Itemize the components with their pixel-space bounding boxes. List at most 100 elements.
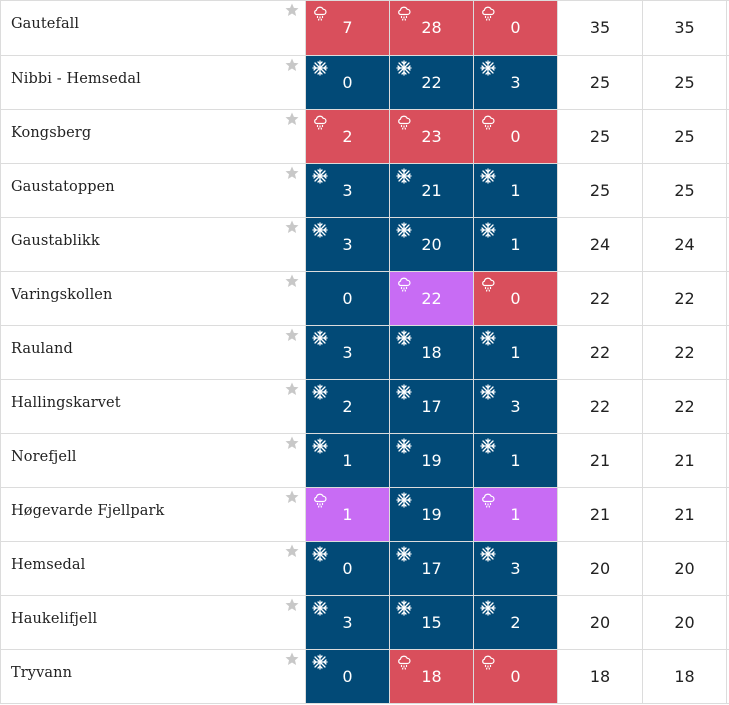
total-value: 24 (589, 235, 611, 254)
snow-value: 1 (342, 451, 353, 470)
favorite-star-icon[interactable] (285, 598, 299, 612)
resort-name-cell: Norefjell (0, 434, 306, 487)
resort-name[interactable]: Varingskollen (11, 287, 113, 303)
total-value: 20 (589, 613, 611, 632)
total-value: 25 (674, 73, 695, 92)
resort-name[interactable]: Kongsberg (11, 125, 92, 141)
resort-row: Høgevarde Fjellpark 1 19 1 21 21 (0, 488, 729, 542)
resort-name[interactable]: Rauland (11, 341, 73, 357)
snow-value: 23 (421, 127, 442, 146)
snow-value-cell: 3 (474, 380, 558, 433)
snow-value: 0 (510, 667, 521, 686)
resort-name[interactable]: Tryvann (11, 665, 73, 681)
resort-name[interactable]: Haukelifjell (11, 611, 98, 627)
resort-name-cell: Gaustatoppen (0, 164, 306, 217)
resort-name[interactable]: Gaustatoppen (11, 179, 115, 195)
snow-value: 15 (421, 613, 442, 632)
resort-name[interactable]: Høgevarde Fjellpark (11, 503, 165, 519)
snowflake-icon (480, 330, 496, 346)
total-value: 22 (674, 343, 695, 362)
snow-value-cell: 1 (474, 488, 558, 541)
rain-cloud-icon (480, 654, 496, 670)
resort-name-cell: Rauland (0, 326, 306, 379)
favorite-star-icon[interactable] (285, 220, 299, 234)
snow-value: 19 (421, 505, 442, 524)
resort-name[interactable]: Gaustablikk (11, 233, 100, 249)
snow-value-cell: 18 (390, 650, 474, 703)
resort-row: Rauland 3 18 1 22 22 (0, 326, 729, 380)
total-value: 18 (589, 667, 611, 686)
favorite-star-icon[interactable] (285, 652, 299, 666)
favorite-star-icon[interactable] (285, 436, 299, 450)
total-value-cell: 25 (643, 56, 727, 109)
snow-value: 0 (510, 127, 521, 146)
favorite-star-icon[interactable] (285, 544, 299, 558)
snowflake-icon (480, 384, 496, 400)
total-value: 22 (589, 397, 611, 416)
snow-value: 1 (510, 235, 521, 254)
total-value-cell: 22 (643, 380, 727, 433)
snow-value-cell: 15 (390, 596, 474, 649)
snow-value-cell: 0 (474, 110, 558, 163)
snow-value: 22 (421, 289, 442, 308)
snow-value-cell: 3 (474, 542, 558, 595)
resort-name-cell: Tryvann (0, 650, 306, 703)
snow-value: 3 (342, 181, 353, 200)
snowflake-icon (312, 384, 328, 400)
resort-name[interactable]: Norefjell (11, 449, 77, 465)
rain-cloud-icon (480, 5, 496, 21)
resort-name[interactable]: Gautefall (11, 16, 80, 32)
favorite-star-icon[interactable] (285, 274, 299, 288)
resort-name[interactable]: Hallingskarvet (11, 395, 121, 411)
rain-cloud-icon (396, 114, 412, 130)
favorite-star-icon[interactable] (285, 58, 299, 72)
snow-value: 1 (342, 505, 353, 524)
resort-name-cell: Hallingskarvet (0, 380, 306, 433)
resort-name-cell: Gautefall (0, 1, 306, 55)
snow-value-cell: 21 (390, 164, 474, 217)
favorite-star-icon[interactable] (285, 382, 299, 396)
snowflake-icon (396, 330, 412, 346)
resort-row: Norefjell 1 19 1 21 21 (0, 434, 729, 488)
total-value-cell: 22 (643, 326, 727, 379)
snow-value-cell: 2 (474, 596, 558, 649)
total-value-cell: 35 (558, 1, 643, 55)
total-value-cell: 21 (643, 488, 727, 541)
rain-cloud-icon (396, 654, 412, 670)
total-value-cell: 24 (558, 218, 643, 271)
total-value: 21 (674, 505, 695, 524)
total-value-cell: 35 (643, 1, 727, 55)
snow-value: 3 (342, 343, 353, 362)
favorite-star-icon[interactable] (285, 166, 299, 180)
snow-value: 1 (510, 343, 521, 362)
snow-value-cell: 20 (390, 218, 474, 271)
snowflake-icon (480, 168, 496, 184)
total-value-cell: 22 (643, 272, 727, 325)
total-value-cell: 20 (558, 596, 643, 649)
rain-cloud-icon (396, 276, 412, 292)
resort-name-cell: Nibbi - Hemsedal (0, 56, 306, 109)
snow-value-cell: 28 (390, 1, 474, 55)
snowflake-icon (312, 546, 328, 562)
total-value: 18 (674, 667, 695, 686)
snowflake-icon (480, 546, 496, 562)
snow-value-cell: 3 (474, 56, 558, 109)
snowflake-icon (312, 60, 328, 76)
rain-cloud-icon (312, 5, 328, 21)
snow-value: 22 (421, 73, 442, 92)
snowflake-icon (312, 330, 328, 346)
resort-name-cell: Kongsberg (0, 110, 306, 163)
favorite-star-icon[interactable] (285, 112, 299, 126)
resort-name[interactable]: Nibbi - Hemsedal (11, 71, 141, 87)
total-value-cell: 25 (558, 56, 643, 109)
resort-name-cell: Hemsedal (0, 542, 306, 595)
total-value: 25 (589, 73, 611, 92)
favorite-star-icon[interactable] (285, 3, 299, 17)
total-value-cell: 25 (643, 110, 727, 163)
favorite-star-icon[interactable] (285, 328, 299, 342)
snow-value-cell: 2 (306, 380, 390, 433)
snow-value: 17 (421, 559, 442, 578)
favorite-star-icon[interactable] (285, 490, 299, 504)
resort-name-cell: Gaustablikk (0, 218, 306, 271)
resort-name[interactable]: Hemsedal (11, 557, 86, 573)
